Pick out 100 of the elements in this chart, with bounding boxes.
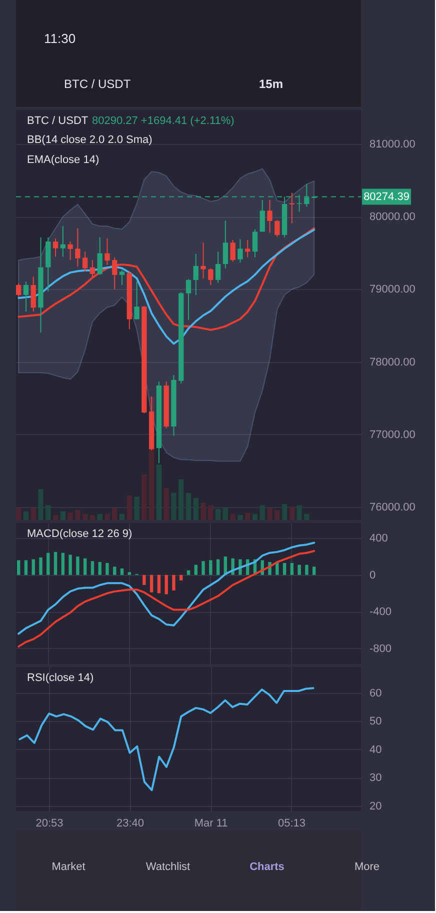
candlestick <box>68 241 73 260</box>
candlestick <box>75 228 80 268</box>
bar <box>164 574 168 594</box>
bar <box>215 508 221 520</box>
bar <box>68 554 72 575</box>
candlestick <box>230 239 236 262</box>
bar <box>68 512 73 520</box>
bar <box>172 574 176 591</box>
bar <box>142 574 146 586</box>
bar <box>164 488 169 520</box>
candlestick <box>90 259 96 278</box>
bar <box>90 515 96 520</box>
y-tick-label: 76000.00 <box>370 501 416 514</box>
annotation: EMA(close 14) <box>27 154 100 166</box>
bar <box>222 508 228 520</box>
bar <box>104 514 110 520</box>
chart-title: RSI(close 14) <box>27 672 94 684</box>
bar <box>38 489 44 520</box>
bar <box>216 559 220 575</box>
candlestick <box>82 251 88 272</box>
bar <box>230 514 236 520</box>
bar <box>46 552 50 575</box>
bar <box>97 514 102 520</box>
bar <box>119 514 125 520</box>
y-tick-label: 81000.00 <box>370 138 416 151</box>
bar <box>171 492 176 520</box>
candlestick <box>104 238 110 266</box>
candlestick <box>238 238 243 264</box>
y-tick-label: 30 <box>370 772 382 784</box>
bar <box>178 479 184 520</box>
bar <box>296 505 302 520</box>
bar <box>150 574 154 592</box>
candlestick <box>245 239 250 258</box>
y-tick-label: 79000.00 <box>370 284 416 296</box>
text: Charts <box>250 861 284 873</box>
bar <box>193 498 198 520</box>
bar <box>282 562 286 575</box>
bar <box>16 508 22 520</box>
bar <box>126 495 132 520</box>
candlestick <box>23 281 29 312</box>
bar <box>260 505 265 520</box>
bar <box>298 564 301 575</box>
y-tick-label: -800 <box>370 642 392 655</box>
bar <box>60 511 66 520</box>
candlestick <box>222 220 228 269</box>
bar <box>113 566 116 575</box>
candlestick <box>52 238 58 258</box>
bar <box>83 558 87 575</box>
bar <box>76 556 80 575</box>
bar <box>289 506 295 520</box>
bar <box>276 562 279 575</box>
line-series <box>18 550 316 648</box>
bar <box>30 508 36 520</box>
bar <box>305 564 308 575</box>
bar <box>46 505 51 520</box>
line-series <box>18 542 316 635</box>
bar <box>23 511 29 520</box>
candlestick <box>119 269 125 286</box>
text: More <box>354 861 380 873</box>
y-tick-label: 60 <box>370 687 382 700</box>
bar <box>156 464 162 520</box>
bar <box>282 504 288 520</box>
y-tick-label: 0 <box>370 569 376 582</box>
bar <box>61 552 65 575</box>
y-tick-label: 78000.00 <box>370 356 416 368</box>
bar <box>112 508 118 520</box>
annotation: BB(14 close 2.0 2.0 Sma) <box>27 134 152 146</box>
bar <box>157 574 161 594</box>
bar <box>142 474 147 520</box>
bar <box>134 496 140 520</box>
bar <box>290 562 294 575</box>
bar <box>32 559 35 575</box>
bar <box>54 552 58 575</box>
bar <box>202 561 205 575</box>
bar <box>82 514 88 520</box>
chart-subtitle: 80290.27 +1694.41 (+2.11%) <box>92 115 234 127</box>
bar <box>180 574 183 580</box>
candlestick <box>215 251 221 284</box>
candlestick <box>267 199 272 234</box>
y-tick-label: -400 <box>370 606 392 618</box>
bar <box>24 560 28 575</box>
bar <box>186 492 192 520</box>
y-tick-label: 50 <box>370 716 382 728</box>
bar <box>106 562 109 575</box>
y-tick-label: 77000.00 <box>370 428 416 441</box>
y-tick-label: 40 <box>370 744 382 756</box>
bar <box>52 515 58 520</box>
candlestick <box>134 281 140 320</box>
ref-line-label: 80274.39 <box>364 190 410 203</box>
x-tick-label: Mar 11 <box>194 818 228 830</box>
y-tick-label: 20 <box>370 800 382 812</box>
bar <box>304 514 310 520</box>
bar <box>128 572 131 575</box>
bar <box>252 514 258 520</box>
bar <box>245 512 250 520</box>
candlestick <box>112 256 118 290</box>
candlestick <box>274 220 280 238</box>
bar <box>39 557 42 575</box>
bar <box>186 570 190 575</box>
text: 15m <box>258 77 284 91</box>
